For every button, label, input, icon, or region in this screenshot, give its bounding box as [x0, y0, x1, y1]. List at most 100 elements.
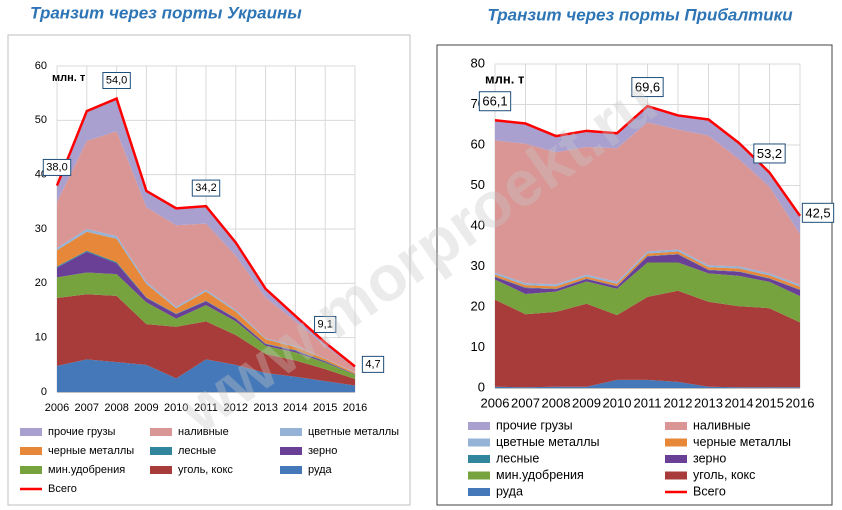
area	[495, 249, 800, 287]
legend-swatch	[20, 428, 42, 436]
x-tick-label: 2014	[725, 395, 754, 410]
y-axis-unit: млн. т	[485, 71, 524, 86]
x-tick-label: 2016	[343, 402, 367, 414]
x-tick-label: 2014	[283, 402, 307, 414]
value-label-box	[801, 202, 835, 223]
area	[495, 290, 800, 388]
value-label-box	[102, 72, 131, 90]
legend-swatch	[150, 428, 172, 436]
legend-label: Всего	[693, 484, 726, 498]
legend-swatch	[665, 455, 687, 463]
value-label-group: 38,0	[42, 158, 72, 176]
y-tick-label: 20	[471, 298, 485, 313]
y-tick-label: 0	[478, 379, 485, 394]
value-label: 9,1	[318, 318, 333, 330]
area	[495, 106, 800, 235]
legend-swatch	[468, 471, 490, 480]
x-tick-label: 2011	[194, 402, 218, 414]
value-label-group: 66,1	[478, 91, 512, 112]
area	[57, 359, 355, 392]
value-label-group: 9,1	[314, 315, 337, 333]
legend-label: прочие грузы	[496, 418, 573, 432]
legend-swatch	[150, 466, 172, 474]
legend-label: руда	[308, 464, 333, 476]
area	[495, 262, 800, 323]
legend-label: руда	[496, 484, 523, 498]
value-label-box	[478, 91, 512, 112]
x-tick-label: 2008	[104, 402, 128, 414]
y-tick-label: 30	[471, 258, 485, 273]
area	[495, 254, 800, 297]
value-label-box	[191, 179, 221, 197]
total-line	[494, 104, 802, 217]
value-label-box	[361, 355, 385, 373]
y-axis-unit: млн. т	[52, 72, 86, 84]
value-label-group: 4,7	[361, 355, 385, 373]
value-label: 53,2	[757, 146, 782, 161]
area	[57, 98, 355, 369]
chart-title: Транзит через порты Украины	[30, 3, 302, 22]
area	[495, 251, 800, 290]
value-label: 66,1	[482, 94, 507, 109]
value-label-group: 53,2	[753, 143, 786, 164]
legend-swatch	[665, 471, 687, 480]
value-label-box	[753, 143, 786, 164]
area	[57, 131, 355, 373]
x-tick-label: 2006	[45, 402, 69, 414]
legend-label: уголь, кокс	[693, 468, 755, 482]
x-tick-label: 2015	[755, 395, 784, 410]
legend-swatch	[280, 466, 302, 474]
x-tick-label: 2013	[253, 402, 277, 414]
value-label: 42,5	[805, 205, 830, 220]
legend-label: цветные металлы	[308, 426, 399, 438]
y-tick-label: 10	[35, 332, 47, 344]
x-tick-label: 2010	[164, 402, 188, 414]
value-label-group: 54,0	[102, 72, 131, 90]
x-tick-label: 2009	[134, 402, 158, 414]
legend-label: черные металлы	[48, 445, 134, 457]
legend-label: уголь, кокс	[178, 464, 233, 476]
value-label: 38,0	[46, 161, 67, 173]
y-tick-label: 60	[35, 60, 47, 72]
value-label-box	[314, 315, 337, 333]
area	[495, 379, 800, 388]
legend-swatch	[468, 455, 490, 463]
value-label-box	[631, 77, 664, 98]
x-tick-label: 2007	[75, 402, 99, 414]
x-tick-label: 2008	[542, 395, 571, 410]
legend-label: наливные	[693, 418, 751, 432]
x-tick-label: 2013	[694, 395, 723, 410]
x-tick-label: 2012	[224, 402, 248, 414]
x-tick-label: 2009	[572, 395, 601, 410]
y-tick-label: 50	[35, 114, 47, 126]
legend-label: черные металлы	[693, 435, 791, 449]
y-tick-label: 30	[35, 223, 47, 235]
legend-swatch	[468, 488, 490, 496]
legend-swatch	[20, 447, 42, 455]
y-tick-label: 80	[471, 55, 485, 70]
y-tick-label: 50	[471, 177, 485, 192]
legend-label: Всего	[48, 483, 77, 495]
legend-label: мин.удобрения	[496, 468, 584, 482]
legend-swatch	[468, 422, 490, 430]
legend-swatch	[468, 438, 490, 447]
value-label-group: 34,2	[191, 179, 221, 197]
x-tick-label: 2016	[786, 395, 815, 410]
legend-label: лесные	[178, 445, 216, 457]
y-tick-label: 10	[471, 339, 485, 354]
x-tick-label: 2010	[603, 395, 632, 410]
value-label: 34,2	[195, 182, 216, 194]
area	[57, 272, 355, 379]
area	[57, 229, 355, 373]
chart-title: Транзит через порты Прибалтики	[487, 5, 793, 24]
legend-swatch	[280, 447, 302, 455]
value-label: 4,7	[365, 358, 380, 370]
value-label-group: 69,6	[631, 77, 664, 98]
legend-label: прочие грузы	[48, 426, 116, 438]
value-label: 69,6	[635, 80, 660, 95]
x-tick-label: 2007	[511, 395, 540, 410]
y-tick-label: 20	[35, 277, 47, 289]
x-tick-label: 2015	[313, 402, 337, 414]
legend-swatch	[150, 447, 172, 455]
